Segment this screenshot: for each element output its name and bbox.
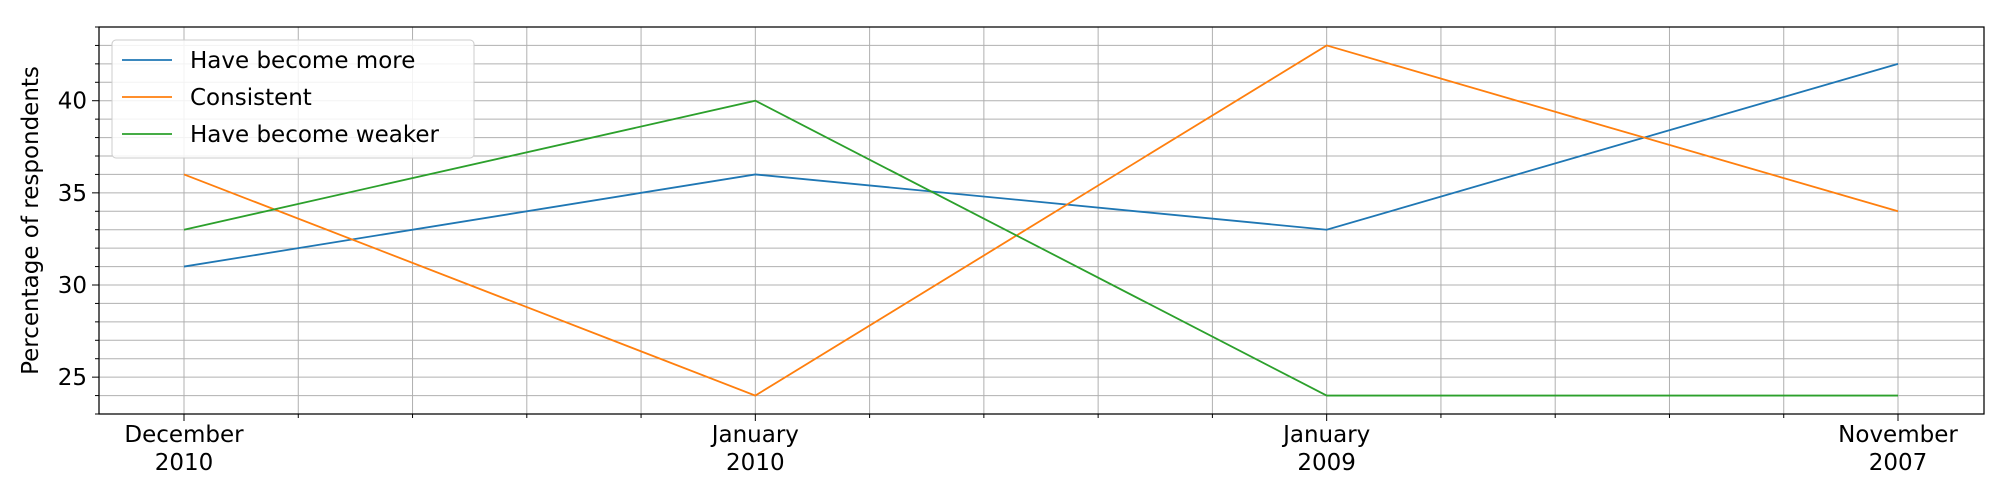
x-tick-label-line: 2009 [1297, 450, 1356, 476]
x-tick-label: November 2007 [1838, 422, 1958, 476]
x-tick-label-line: January [1281, 422, 1370, 448]
x-tick-label-line: 2010 [155, 450, 214, 476]
x-tick-label: December 2010 [124, 422, 244, 476]
x-tick-label: January 2010 [710, 422, 799, 476]
series-line-have-become-more [183, 62, 1899, 268]
y-tick-label: 25 [58, 365, 87, 391]
y-tick-label: 40 [58, 89, 87, 115]
y-axis-label: Percentage of respondents [18, 66, 44, 375]
legend-box [111, 39, 475, 159]
x-tick-label-line: November [1838, 422, 1958, 448]
x-tick-label-line: January [710, 422, 799, 448]
legend-label: Have become weaker [190, 122, 440, 148]
plot-frame [98, 26, 1985, 415]
x-tick-label: January 2009 [1281, 422, 1370, 476]
x-tick-label-line: December [124, 422, 244, 448]
x-tick-label-line: 2010 [726, 450, 785, 476]
series-line-consistent [183, 44, 1899, 397]
y-tick-label: 30 [58, 273, 87, 299]
y-tick-label: 35 [58, 181, 87, 207]
series-line-have-become-weaker [183, 99, 1898, 397]
legend-label: Consistent [190, 85, 312, 111]
legend-label: Have become more [190, 48, 415, 74]
legend: Have become more Consistent Have become we… [111, 39, 475, 159]
x-tick-label-line: 2007 [1869, 450, 1928, 476]
series-layer [183, 44, 1899, 397]
